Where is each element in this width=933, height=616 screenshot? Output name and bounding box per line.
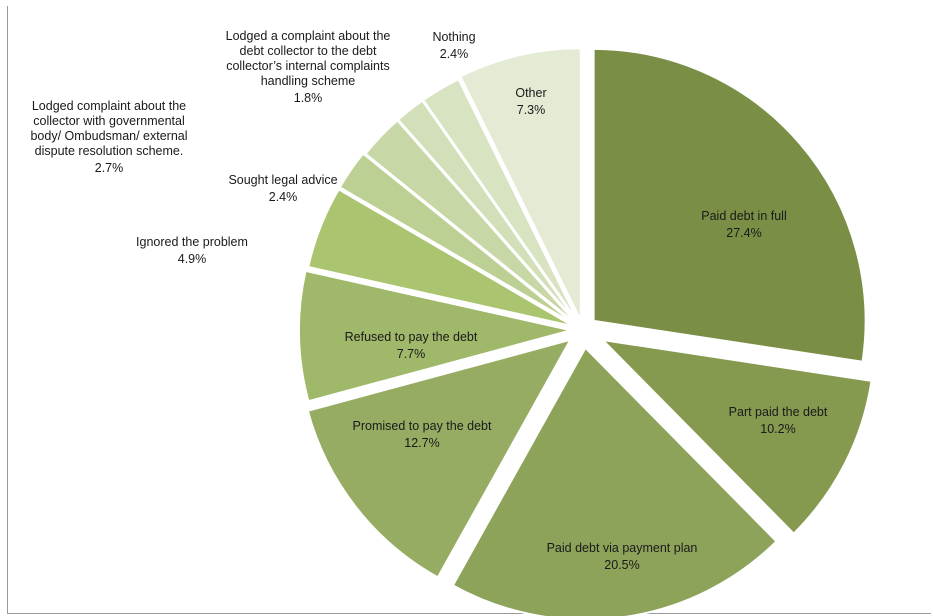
slice-value-3: 20.5% [604, 558, 639, 572]
slice-label-9: Lodged a complaint about the debt collect… [226, 29, 391, 105]
pie-labels: Paid debt in full 27.4% Part paid the debt… [30, 29, 827, 572]
pie-slice-4 [306, 338, 573, 579]
pie-slice-3 [451, 346, 778, 616]
slice-value-7: 2.4% [269, 190, 298, 204]
pie-slice-11 [458, 47, 582, 321]
slice-label-2: Part paid the debt 10.2% [729, 405, 828, 436]
chart-frame [7, 6, 931, 614]
pie-slice-2 [599, 338, 873, 535]
pie-slice-9 [396, 99, 579, 325]
pie-slices [298, 47, 873, 616]
slice-label-11: Other 7.3% [515, 86, 546, 117]
slice-value-11: 7.3% [517, 103, 546, 117]
slice-label-7: Sought legal advice 2.4% [228, 173, 337, 204]
pie-slice-8 [364, 119, 578, 326]
pie-slice-5 [298, 269, 572, 403]
slice-label-3: Paid debt via payment plan 20.5% [547, 541, 698, 572]
slice-value-9: 1.8% [294, 91, 323, 105]
slice-label-10: Nothing 2.4% [432, 30, 475, 61]
slice-label-4: Promised to pay the debt 12.7% [353, 419, 492, 450]
slice-value-2: 10.2% [760, 422, 795, 436]
pie-slice-10 [421, 77, 580, 324]
slice-value-8: 2.7% [95, 161, 124, 175]
pie-slice-1 [592, 47, 867, 363]
slice-value-6: 4.9% [178, 252, 207, 266]
pie-slice-6 [307, 187, 575, 328]
pie-slice-7 [338, 152, 576, 326]
slice-label-8: Lodged complaint about the collector with… [30, 99, 187, 175]
slice-value-5: 7.7% [397, 347, 426, 361]
slice-label-5: Refused to pay the debt 7.7% [345, 330, 478, 361]
slice-label-6: Ignored the problem 4.9% [136, 235, 248, 266]
slice-label-1: Paid debt in full 27.4% [701, 209, 786, 240]
slice-value-10: 2.4% [440, 47, 469, 61]
slice-value-4: 12.7% [404, 436, 439, 450]
slice-value-1: 27.4% [726, 226, 761, 240]
